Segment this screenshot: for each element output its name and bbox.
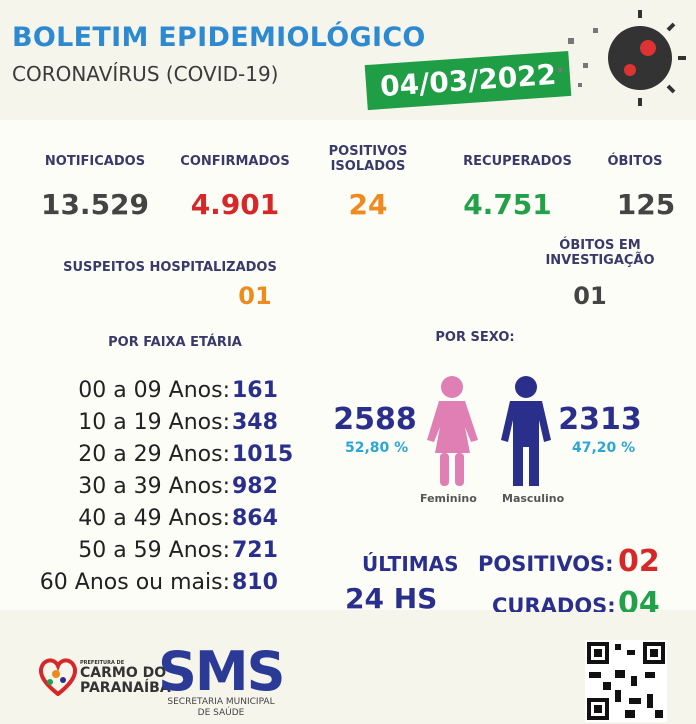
age-range: 10 a 19 Anos:	[78, 410, 230, 435]
age-range: 40 a 49 Anos:	[78, 506, 230, 531]
qr-code-icon	[585, 640, 667, 722]
male-count: 2313	[558, 402, 642, 437]
age-value: 864	[232, 506, 278, 531]
page-title: BOLETIM EPIDEMIOLÓGICO	[12, 22, 426, 53]
female-count: 2588	[333, 402, 417, 437]
prefeitura-label: PREFEITURA DE	[80, 660, 125, 666]
age-range: 50 a 59 Anos:	[78, 538, 230, 563]
stat-value-confirmados: 4.901	[190, 188, 280, 221]
city-line2: PARANAÍBA	[80, 680, 171, 696]
stat-label-notificados: NOTIFICADOS	[44, 154, 146, 169]
sex-title: POR SEXO:	[435, 330, 515, 345]
sms-line2: DE SAÚDE	[197, 708, 245, 718]
age-title: POR FAIXA ETÁRIA	[108, 335, 242, 350]
male-icon	[501, 376, 551, 486]
page-subtitle: CORONAVÍRUS (COVID-19)	[12, 62, 279, 86]
age-range: 20 a 29 Anos:	[78, 442, 230, 467]
stat-value-recuperados: 4.751	[463, 188, 552, 221]
male-label: Masculino	[502, 492, 565, 505]
stat-label-obitos: ÓBITOS	[607, 154, 663, 169]
stat-label-recuperados: RECUPERADOS	[463, 154, 572, 169]
sms-logo: SMS	[158, 640, 286, 703]
last24-line2: 24 HS	[345, 582, 438, 615]
deaths-investigation-label: ÓBITOS EM INVESTIGAÇÃO	[545, 238, 655, 268]
stat-value-positivos: 24	[348, 188, 388, 221]
virus-icon	[558, 10, 686, 106]
footer	[0, 612, 696, 724]
age-range: 60 Anos ou mais:	[39, 570, 230, 595]
date-badge: 04/03/2022	[364, 50, 572, 111]
male-pct: 47,20 %	[572, 440, 636, 456]
last24-positives-label: POSITIVOS:	[478, 552, 614, 576]
stat-value-obitos: 125	[616, 188, 676, 221]
last24-line1: ÚLTIMAS	[362, 552, 459, 576]
age-range: 00 a 09 Anos:	[78, 378, 230, 403]
age-value: 810	[232, 570, 278, 595]
female-icon	[427, 376, 478, 486]
city-name: CARMO DO PARANAÍBA	[80, 666, 171, 696]
age-values: 161 348 1015 982 864 721 810	[232, 375, 293, 599]
age-value: 348	[232, 410, 278, 435]
stat-label-confirmados: CONFIRMADOS	[180, 154, 290, 169]
last24-positives-value: 02	[618, 544, 660, 579]
female-pct: 52,80 %	[345, 440, 409, 456]
sms-line1: SECRETARIA MUNICIPAL	[167, 697, 275, 707]
age-value: 1015	[232, 442, 294, 467]
deaths-investigation-value: 01	[573, 282, 607, 310]
prefeitura-logo-icon	[39, 658, 77, 696]
hospitalized-value: 01	[238, 282, 272, 310]
sms-full-name: SECRETARIA MUNICIPAL DE SAÚDE	[160, 697, 282, 719]
stat-label-positivos: POSITIVOS ISOLADOS	[328, 144, 408, 174]
age-ranges: 00 a 09 Anos: 10 a 19 Anos: 20 a 29 Anos…	[30, 375, 230, 599]
age-range: 30 a 39 Anos:	[78, 474, 230, 499]
hospitalized-label: SUSPEITOS HOSPITALIZADOS	[63, 260, 277, 275]
stat-value-notificados: 13.529	[40, 188, 150, 221]
age-value: 721	[232, 538, 278, 563]
age-value: 161	[232, 378, 278, 403]
stats-panel	[0, 120, 696, 610]
city-line1: CARMO DO	[80, 665, 167, 681]
female-label: Feminino	[420, 492, 477, 505]
age-value: 982	[232, 474, 278, 499]
